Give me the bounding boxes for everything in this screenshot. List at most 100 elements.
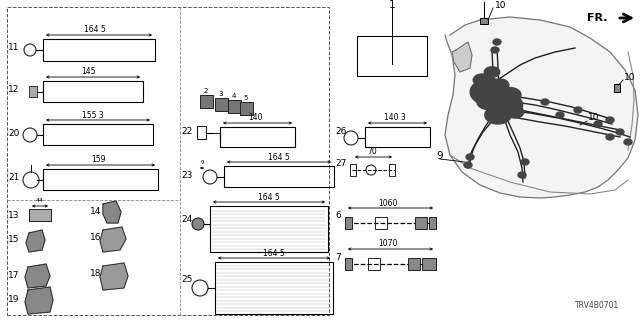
Text: 140 3: 140 3	[384, 114, 406, 123]
Text: FR.: FR.	[588, 13, 608, 23]
Bar	[375, 217, 387, 229]
Text: 24: 24	[181, 214, 192, 223]
Bar	[357, 36, 427, 76]
Text: 11: 11	[8, 43, 19, 52]
Text: 26: 26	[335, 127, 346, 137]
Bar	[215, 98, 228, 111]
Text: 19: 19	[8, 295, 19, 305]
Bar	[220, 127, 295, 147]
Ellipse shape	[485, 106, 511, 124]
Ellipse shape	[192, 218, 204, 230]
Ellipse shape	[470, 78, 510, 106]
Bar	[215, 262, 333, 314]
Text: 3: 3	[219, 91, 223, 97]
Bar	[43, 39, 155, 61]
Polygon shape	[100, 263, 128, 290]
Text: 23: 23	[181, 171, 193, 180]
Text: 27: 27	[335, 158, 346, 167]
Text: 18: 18	[90, 269, 102, 278]
Polygon shape	[103, 201, 121, 223]
Bar	[224, 166, 334, 187]
Bar	[240, 102, 253, 115]
Bar	[197, 126, 206, 139]
Ellipse shape	[488, 93, 523, 117]
Text: 164 5: 164 5	[258, 193, 280, 202]
Ellipse shape	[492, 79, 509, 91]
Text: 6: 6	[335, 212, 340, 220]
Text: 9: 9	[200, 161, 204, 165]
Bar	[365, 127, 430, 147]
Bar	[345, 258, 352, 270]
Ellipse shape	[491, 47, 499, 53]
Text: 10: 10	[588, 114, 600, 123]
Text: 164 5: 164 5	[263, 249, 285, 258]
Text: 10: 10	[495, 1, 506, 10]
Text: 164 5: 164 5	[84, 26, 106, 35]
Text: 7: 7	[335, 252, 340, 261]
Bar	[408, 258, 420, 270]
Text: 21: 21	[8, 172, 19, 181]
Ellipse shape	[616, 129, 624, 135]
Ellipse shape	[484, 67, 500, 77]
Bar	[389, 164, 395, 176]
Text: 15: 15	[8, 236, 19, 244]
Text: 44: 44	[36, 198, 44, 204]
Text: 140: 140	[248, 114, 262, 123]
Text: 1070: 1070	[378, 239, 397, 249]
Text: 1: 1	[388, 0, 396, 10]
Ellipse shape	[624, 139, 632, 145]
Ellipse shape	[606, 117, 614, 123]
Bar	[228, 100, 241, 113]
Text: 12: 12	[8, 85, 19, 94]
Polygon shape	[445, 17, 638, 198]
Bar	[200, 95, 213, 108]
Polygon shape	[25, 287, 53, 314]
Ellipse shape	[473, 74, 491, 86]
Ellipse shape	[574, 107, 582, 113]
Ellipse shape	[541, 99, 549, 105]
Ellipse shape	[493, 39, 501, 45]
Ellipse shape	[499, 87, 521, 102]
Bar	[7, 7, 329, 315]
Ellipse shape	[521, 159, 529, 165]
Text: 2: 2	[204, 88, 208, 94]
Bar	[345, 217, 352, 229]
Text: 20: 20	[8, 130, 19, 139]
Text: 25: 25	[181, 276, 193, 284]
Text: 159: 159	[91, 156, 105, 164]
Bar	[43, 169, 158, 190]
Ellipse shape	[594, 121, 602, 127]
Bar	[614, 84, 620, 92]
Text: 16: 16	[90, 234, 102, 243]
Bar	[480, 18, 488, 24]
Text: 22: 22	[181, 127, 192, 137]
Ellipse shape	[464, 162, 472, 168]
Ellipse shape	[606, 134, 614, 140]
Polygon shape	[25, 264, 50, 288]
Text: 164 5: 164 5	[268, 153, 290, 162]
Text: 70: 70	[367, 148, 377, 156]
Text: TRV4B0701: TRV4B0701	[575, 300, 620, 309]
Text: 155 3: 155 3	[82, 110, 104, 119]
Ellipse shape	[466, 154, 474, 160]
Ellipse shape	[477, 94, 499, 109]
Text: 1060: 1060	[378, 198, 397, 207]
Text: 14: 14	[90, 207, 101, 217]
Text: 145: 145	[81, 68, 95, 76]
Ellipse shape	[556, 112, 564, 118]
Text: 5: 5	[244, 95, 248, 101]
Text: 10: 10	[624, 73, 636, 82]
Bar	[415, 217, 427, 229]
Bar	[422, 258, 436, 270]
Bar	[368, 258, 380, 270]
Bar	[429, 217, 436, 229]
Polygon shape	[100, 227, 126, 252]
Text: 17: 17	[8, 270, 19, 279]
Bar	[350, 164, 356, 176]
Text: 4: 4	[232, 93, 236, 99]
Polygon shape	[26, 230, 45, 252]
Ellipse shape	[506, 106, 524, 118]
Text: 9: 9	[436, 151, 443, 161]
Polygon shape	[452, 42, 472, 72]
Bar	[29, 86, 37, 97]
